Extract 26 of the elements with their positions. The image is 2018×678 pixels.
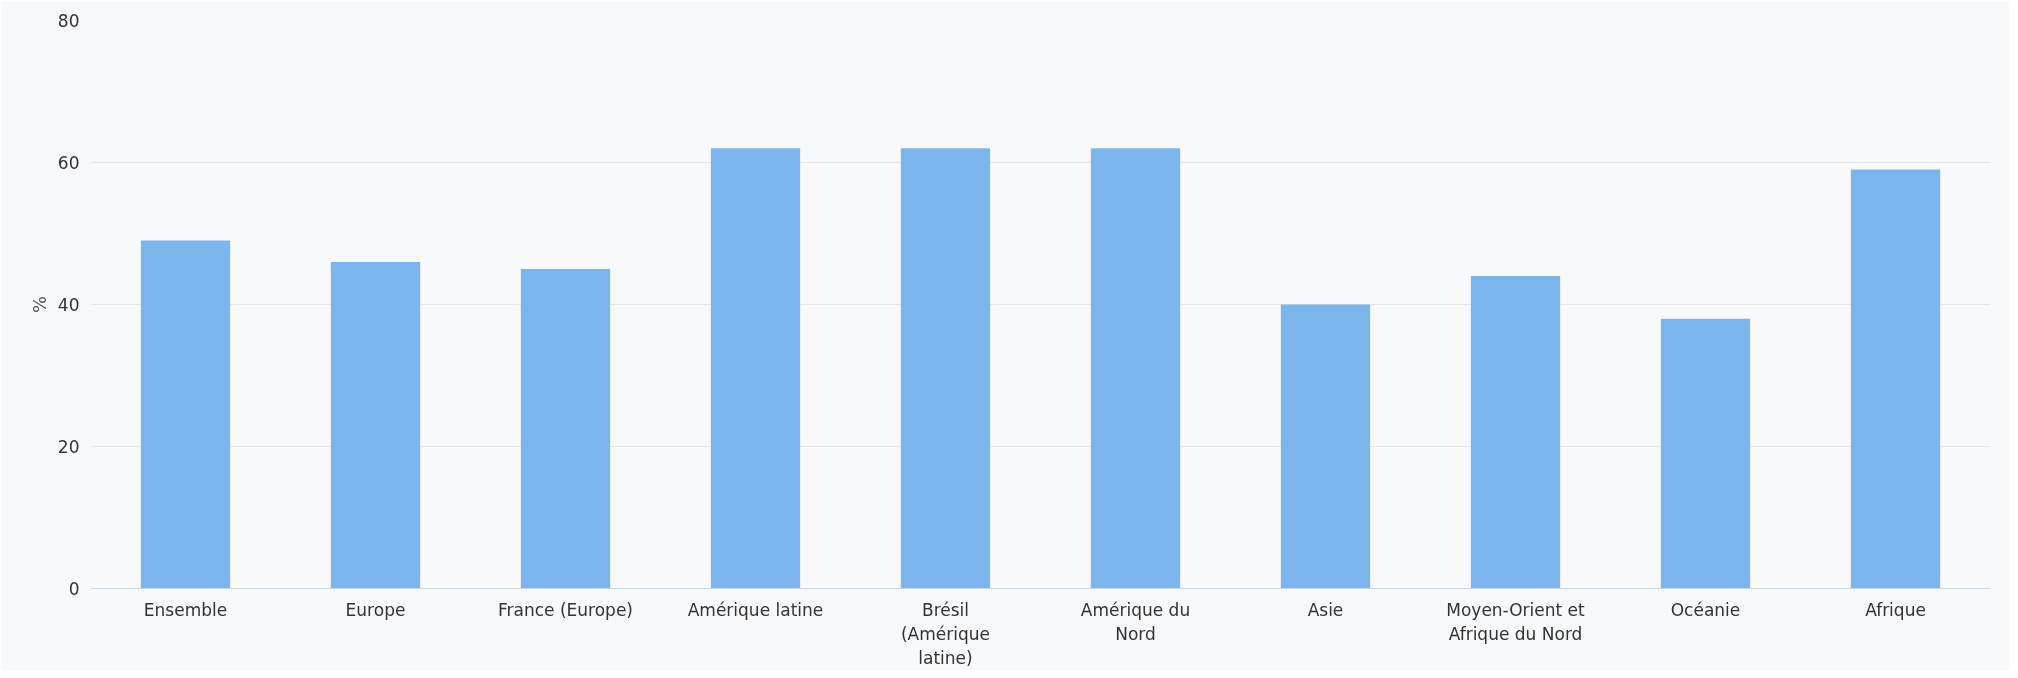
y-tick-label: 40 — [57, 295, 80, 315]
bar — [710, 148, 801, 589]
bar — [1280, 304, 1371, 589]
bar — [1470, 276, 1561, 589]
bar — [140, 240, 231, 589]
x-tick-label: Brésil (Amérique latine) — [900, 599, 991, 668]
x-tick-label: Afrique — [1865, 599, 1926, 620]
y-tick-label: 20 — [57, 437, 80, 457]
x-tick-label: Océanie — [1670, 599, 1741, 620]
y-tick-label: 80 — [57, 11, 80, 31]
y-tick-label: 60 — [57, 153, 80, 173]
bar — [1850, 169, 1941, 589]
bar — [1090, 148, 1181, 589]
y-tick-label: 0 — [68, 579, 80, 599]
x-tick-label: France (Europe) — [498, 599, 633, 620]
x-tick-label: Amérique latine — [687, 599, 824, 620]
x-tick-label: Europe — [345, 599, 406, 620]
x-tick-label: Ensemble — [143, 599, 228, 620]
bar — [520, 269, 611, 589]
x-tick-label: Amérique du Nord — [1080, 599, 1191, 644]
bar — [330, 261, 421, 589]
x-tick-label: Asie — [1307, 599, 1344, 620]
bar — [1660, 318, 1751, 589]
bar — [900, 148, 991, 589]
y-axis-title: % — [28, 295, 50, 314]
x-tick-label: Moyen-Orient et Afrique du Nord — [1446, 599, 1586, 644]
